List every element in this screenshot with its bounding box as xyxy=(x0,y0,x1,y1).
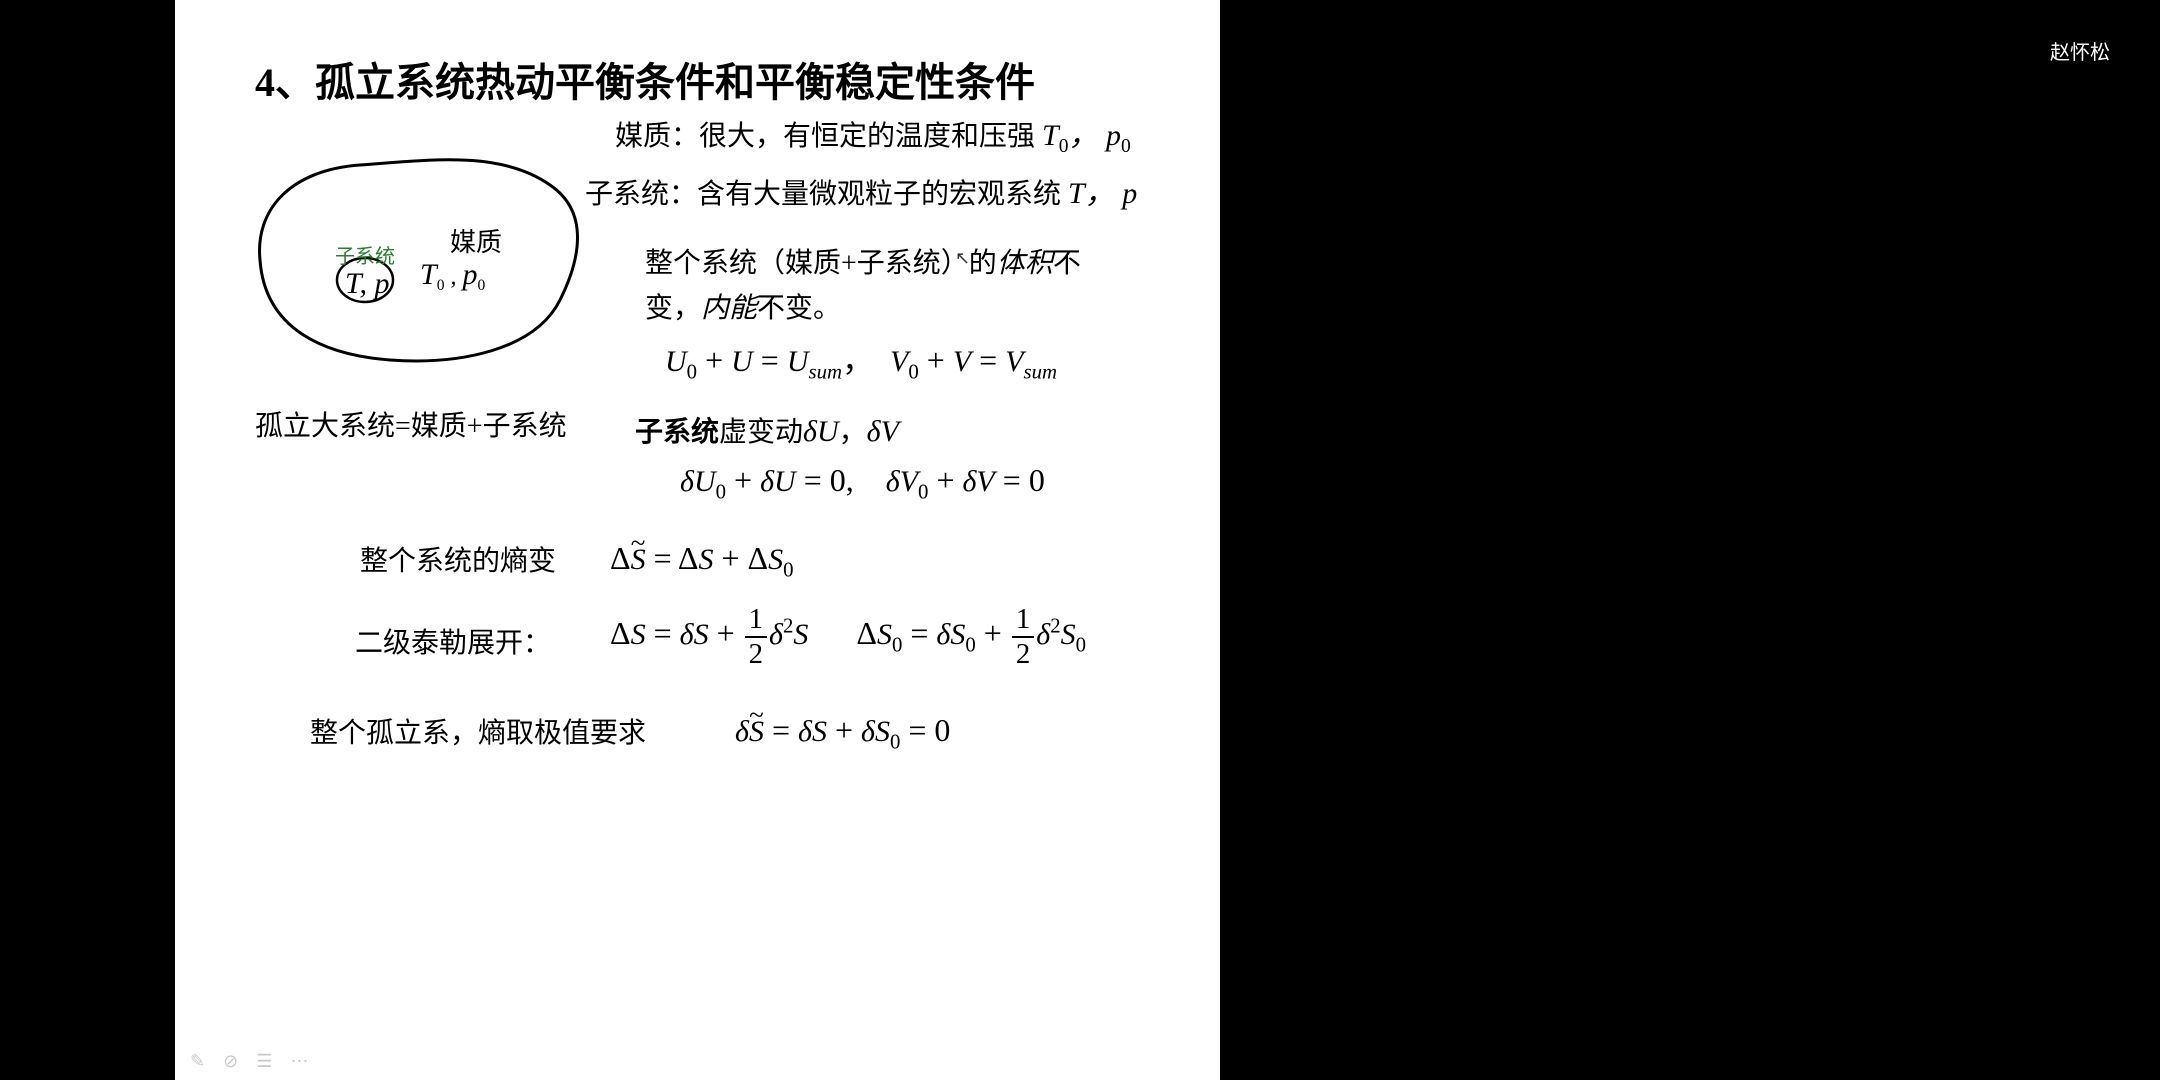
medium-desc-text: 媒质：很大，有恒定的温度和压强 xyxy=(615,121,1042,152)
isolated-system-label: 孤立大系统=媒质+子系统 xyxy=(255,405,567,450)
subsystem-description: 子系统：含有大量微观粒子的宏观系统 T， p xyxy=(585,170,1137,218)
system-diagram: 子系统 T, p 媒质 T0 , p0 xyxy=(230,140,600,390)
subsystem-params: T, p xyxy=(345,267,389,301)
tool-icon[interactable]: ⊘ xyxy=(223,1051,238,1072)
bottom-toolbar: ✎ ⊘ ☰ ⋯ xyxy=(190,1051,308,1072)
virtual-variation-text: 子系统虚变动δU，δV xyxy=(635,408,899,456)
delta-zero-equation: δU0 + δU = 0, δV0 + δV = 0 xyxy=(680,462,1045,504)
cursor-icon: ↖ xyxy=(955,248,970,269)
medium-label: 媒质 xyxy=(450,222,502,259)
username-text: 赵怀松 xyxy=(2050,36,2110,65)
username-panel: 赵怀松 xyxy=(2000,0,2160,100)
subsystem-desc-text: 子系统：含有大量微观粒子的宏观系统 xyxy=(585,179,1068,210)
medium-params: T0 , p0 xyxy=(420,258,485,295)
extremum-label: 整个孤立系，熵取极值要求 xyxy=(310,712,646,757)
taylor-label: 二级泰勒展开： xyxy=(355,622,551,667)
entropy-change-label: 整个系统的熵变 xyxy=(360,540,556,585)
slide-content: 4、孤立系统热动平衡条件和平衡稳定性条件 子系统 T, p 媒质 T0 , p0… xyxy=(175,0,1220,1080)
medium-boundary xyxy=(260,160,578,361)
diagram-svg xyxy=(230,140,600,390)
extremum-equation: δS = δS + δS0 = 0 xyxy=(735,712,950,754)
entropy-total-equation: ΔS = ΔS + ΔS0 xyxy=(610,540,793,582)
taylor-S-equation: ΔS = δS + 12δ2S ΔS0 = δS0 + 12δ2S0 xyxy=(610,605,1086,669)
conservation-equation: U0 + U = Usum， V0 + V = Vsum xyxy=(665,335,1057,384)
pen-icon[interactable]: ✎ xyxy=(190,1051,205,1072)
slide-title: 4、孤立系统热动平衡条件和平衡稳定性条件 xyxy=(215,50,1180,108)
menu-icon[interactable]: ☰ xyxy=(256,1051,272,1072)
medium-description: 媒质：很大，有恒定的温度和压强 T0， p0 xyxy=(615,112,1131,162)
subsystem-label: 子系统 xyxy=(335,240,395,269)
whole-system-text: 整个系统（媒质+子系统）的体积不变，内能不变。 xyxy=(645,242,1125,332)
more-icon[interactable]: ⋯ xyxy=(290,1051,308,1072)
